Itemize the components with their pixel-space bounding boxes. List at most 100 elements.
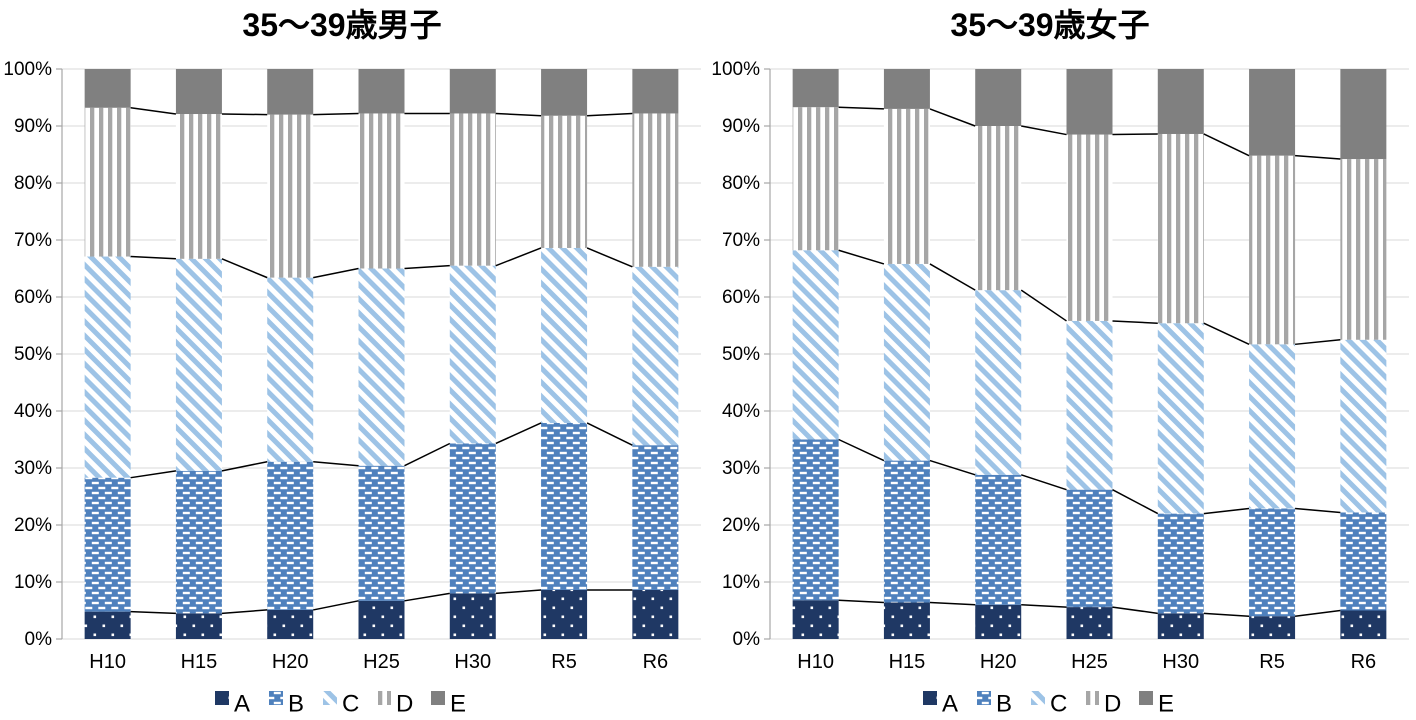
y-tick-label: 0% bbox=[25, 629, 53, 650]
series-connector-line bbox=[929, 263, 976, 291]
bar-segment-A-R6 bbox=[632, 589, 679, 639]
series-connector-line bbox=[313, 112, 359, 116]
series-connector-line bbox=[1021, 125, 1067, 136]
legend-swatch-B bbox=[977, 691, 991, 705]
bar-segment-B-R6 bbox=[1340, 512, 1387, 611]
x-tick-label: R5 bbox=[551, 651, 577, 673]
bar-segment-B-H25 bbox=[1066, 489, 1113, 608]
series-connector-line bbox=[1203, 133, 1250, 157]
bar-segment-A-R5 bbox=[541, 589, 588, 639]
series-connector-line bbox=[1203, 612, 1250, 617]
legend-label-C: C bbox=[342, 690, 359, 717]
series-connector-line bbox=[1112, 606, 1158, 615]
bar-segment-D-H15 bbox=[175, 114, 222, 259]
legend-swatch-C bbox=[1031, 691, 1045, 705]
series-connector-line bbox=[495, 422, 542, 445]
series-connector-line bbox=[1021, 604, 1067, 608]
y-tick-label: 70% bbox=[722, 230, 760, 251]
series-connector-line bbox=[838, 249, 885, 265]
y-tick-label: 20% bbox=[722, 515, 760, 536]
bar-segment-E-H10 bbox=[792, 69, 839, 108]
bar-segment-A-R6 bbox=[1340, 610, 1387, 639]
y-tick-label: 70% bbox=[14, 230, 52, 251]
series-connector-line bbox=[1295, 507, 1341, 514]
x-tick-label: H30 bbox=[1162, 651, 1199, 673]
legend-swatch-D bbox=[377, 691, 391, 705]
y-tick-label: 40% bbox=[14, 401, 52, 422]
y-tick-label: 50% bbox=[722, 344, 760, 365]
series-connector-line bbox=[130, 255, 176, 260]
bar-segment-B-R5 bbox=[541, 422, 588, 590]
bar-segment-B-R5 bbox=[1249, 508, 1296, 617]
series-connector-line bbox=[130, 470, 177, 479]
series-connector-line bbox=[221, 258, 268, 279]
bar-segment-A-H20 bbox=[267, 609, 314, 639]
series-connector-line bbox=[1112, 133, 1158, 136]
series-connector-line bbox=[1294, 609, 1341, 617]
bar-segment-B-H30 bbox=[1157, 513, 1204, 614]
bar-segment-B-H10 bbox=[792, 439, 839, 601]
y-tick-label: 100% bbox=[711, 59, 760, 80]
y-tick-label: 30% bbox=[14, 458, 52, 479]
x-tick-label: H15 bbox=[181, 651, 218, 673]
bar-segment-C-R5 bbox=[541, 247, 588, 423]
x-tick-label: R6 bbox=[1351, 651, 1377, 673]
series-connector-line bbox=[1203, 507, 1250, 515]
series-connector-line bbox=[404, 264, 450, 270]
x-tick-label: H20 bbox=[272, 651, 309, 673]
bar-segment-A-H30 bbox=[1157, 613, 1204, 639]
y-tick-label: 90% bbox=[722, 116, 760, 137]
bar-segment-C-H10 bbox=[84, 256, 131, 478]
bar-segment-C-H10 bbox=[792, 250, 839, 440]
legend-label-A: A bbox=[942, 690, 958, 717]
bar-segment-D-R5 bbox=[1249, 155, 1296, 345]
bar-segment-A-H10 bbox=[84, 611, 131, 639]
bar-segment-C-H15 bbox=[883, 263, 930, 461]
bar-segment-A-H10 bbox=[792, 600, 839, 639]
bar-segment-C-H20 bbox=[975, 290, 1022, 475]
bar-segment-A-H20 bbox=[975, 604, 1022, 639]
bar-segment-D-H25 bbox=[358, 113, 405, 269]
legend-swatch-E bbox=[431, 691, 445, 705]
legend-swatch-D bbox=[1085, 691, 1099, 705]
series-connector-line bbox=[495, 589, 542, 595]
chart-title: 35〜39歳男子 bbox=[242, 7, 441, 43]
bar-segment-E-H15 bbox=[883, 69, 930, 109]
bar-segment-B-H10 bbox=[84, 477, 131, 612]
male-chart-panel: 35〜39歳男子 0% 10% 20% 30% 40% 50% 60% 70% 80% 90% 10… bbox=[3, 7, 701, 717]
x-tick-label: H10 bbox=[89, 651, 126, 673]
y-tick-label: 30% bbox=[722, 458, 760, 479]
bar-segment-C-H30 bbox=[449, 265, 496, 444]
series-connector-line bbox=[130, 610, 176, 615]
y-tick-label: 20% bbox=[14, 515, 52, 536]
bar-segment-E-H30 bbox=[449, 69, 496, 114]
series-connector-line bbox=[495, 112, 542, 117]
bar-segment-D-H30 bbox=[1157, 133, 1204, 324]
bar-segment-E-H10 bbox=[84, 69, 131, 108]
bar-segment-D-H10 bbox=[792, 107, 839, 251]
legend-swatch-C bbox=[323, 691, 337, 705]
series-connector-line bbox=[586, 247, 633, 268]
series-connector-line bbox=[1203, 322, 1250, 345]
legend-label-D: D bbox=[1104, 690, 1121, 717]
series-connector-line bbox=[1112, 488, 1159, 515]
bar-segment-E-R5 bbox=[1249, 69, 1296, 156]
bar-segment-A-H25 bbox=[1066, 607, 1113, 639]
series-connector-line bbox=[838, 106, 884, 110]
series-connector-line bbox=[1294, 339, 1341, 346]
bar-segment-D-H20 bbox=[267, 114, 314, 278]
x-tick-label: H15 bbox=[889, 651, 926, 673]
y-tick-label: 80% bbox=[14, 173, 52, 194]
series-connector-line bbox=[929, 459, 976, 476]
bar-segment-B-R6 bbox=[632, 445, 679, 590]
bar-segment-A-H30 bbox=[449, 593, 496, 639]
series-connector-line bbox=[221, 113, 268, 116]
bar-segment-C-H20 bbox=[267, 277, 314, 462]
bar-segment-E-R6 bbox=[1340, 69, 1387, 160]
series-connector-line bbox=[586, 422, 633, 446]
legend-swatch-B bbox=[269, 691, 283, 705]
bar-segment-C-H25 bbox=[358, 268, 405, 466]
bar-segment-C-H30 bbox=[1157, 323, 1204, 514]
legend-label-D: D bbox=[396, 690, 413, 717]
